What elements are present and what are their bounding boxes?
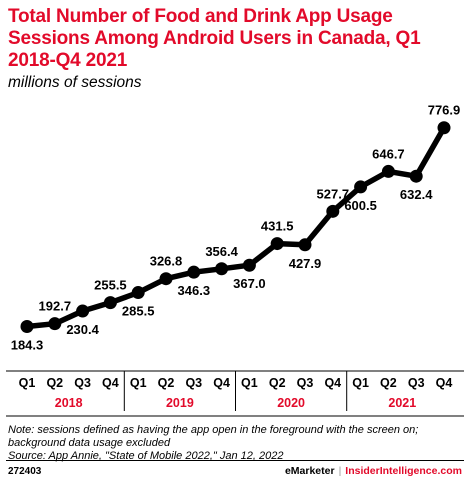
data-label: 285.5 [122, 304, 155, 319]
x-group-label: 2020 [277, 396, 305, 410]
data-point [76, 304, 90, 318]
x-tick-label: Q1 [352, 376, 369, 390]
note-line-1: Note: sessions defined as having the app… [8, 424, 419, 436]
chart-id: 272403 [8, 466, 42, 477]
x-group-label: 2019 [166, 396, 194, 410]
data-label: 427.9 [289, 256, 322, 271]
x-tick-label: Q3 [74, 376, 91, 390]
data-point [298, 238, 312, 252]
x-tick-label: Q4 [436, 376, 453, 390]
data-label: 192.7 [39, 299, 72, 314]
brand: eMarketer | InsiderIntelligence.com [285, 465, 462, 477]
series-line-layer [24, 124, 447, 330]
x-group-label: 2018 [55, 396, 83, 410]
data-point [48, 317, 62, 331]
data-point [187, 265, 201, 279]
data-point [270, 237, 284, 251]
brand-insider-intelligence: InsiderIntelligence.com [345, 465, 462, 477]
x-tick-label: Q1 [19, 376, 36, 390]
data-point [131, 286, 145, 300]
x-tick-label: Q2 [158, 376, 175, 390]
data-point [354, 180, 368, 194]
x-group-label: 2021 [388, 396, 416, 410]
chart-header: Total Number of Food and Drink App Usage… [8, 6, 464, 92]
chart-title: Total Number of Food and Drink App Usage… [8, 6, 421, 71]
x-tick-label: Q2 [46, 376, 63, 390]
footnote: Note: sessions defined as having the app… [8, 424, 464, 463]
data-label: 230.4 [66, 322, 99, 337]
data-point [20, 319, 34, 333]
data-labels: 184.3 192.7 230.4 255.5 285.5 326.8 346.3 356.4… [11, 103, 461, 353]
footer: 272403 eMarketer | InsiderIntelligence.com [0, 460, 470, 483]
data-point [381, 164, 395, 178]
x-tick-label: Q2 [269, 376, 286, 390]
data-label: 646.7 [372, 146, 405, 161]
data-label: 632.4 [400, 187, 433, 202]
data-point [242, 258, 256, 272]
data-label: 431.5 [261, 219, 294, 234]
data-label: 326.8 [150, 254, 183, 269]
x-tick-label: Q1 [241, 376, 258, 390]
series-line [24, 124, 447, 330]
source-line: Source: App Annie, "State of Mobile 2022… [8, 450, 284, 462]
x-tick-label: Q3 [408, 376, 425, 390]
data-label: 356.4 [205, 244, 238, 259]
data-label: 776.9 [428, 103, 461, 118]
brand-emarketer: eMarketer [284, 465, 335, 477]
data-label: 367.0 [233, 276, 266, 291]
x-axis: Q1 Q2 Q3 Q4 Q1 Q2 Q3 Q4 Q1 Q2 Q3 Q4 Q1 Q2 Q3 Q4 2018 2019… [6, 370, 464, 417]
note-line-2: background data usage excluded [8, 437, 171, 449]
x-tick-label: Q1 [130, 376, 147, 390]
x-tick-label: Q3 [297, 376, 314, 390]
chart-subtitle: millions of sessions [8, 74, 142, 91]
data-label: 600.5 [344, 198, 377, 213]
x-tick-label: Q4 [213, 376, 230, 390]
data-label: 527.7 [317, 186, 350, 201]
brand-separator: | [338, 465, 342, 477]
data-point [159, 272, 173, 286]
footer-rule [6, 460, 464, 461]
data-point [409, 169, 423, 183]
data-label: 184.3 [11, 337, 44, 352]
x-tick-label: Q4 [324, 376, 341, 390]
x-tick-label: Q3 [185, 376, 202, 390]
x-tick-label: Q4 [102, 376, 119, 390]
x-tick-label: Q2 [380, 376, 397, 390]
data-point [326, 204, 340, 218]
data-point [103, 296, 117, 310]
data-point [215, 262, 229, 276]
data-point [437, 121, 451, 135]
series-points [20, 121, 451, 333]
data-label: 346.3 [178, 283, 211, 298]
data-label: 255.5 [94, 278, 127, 293]
